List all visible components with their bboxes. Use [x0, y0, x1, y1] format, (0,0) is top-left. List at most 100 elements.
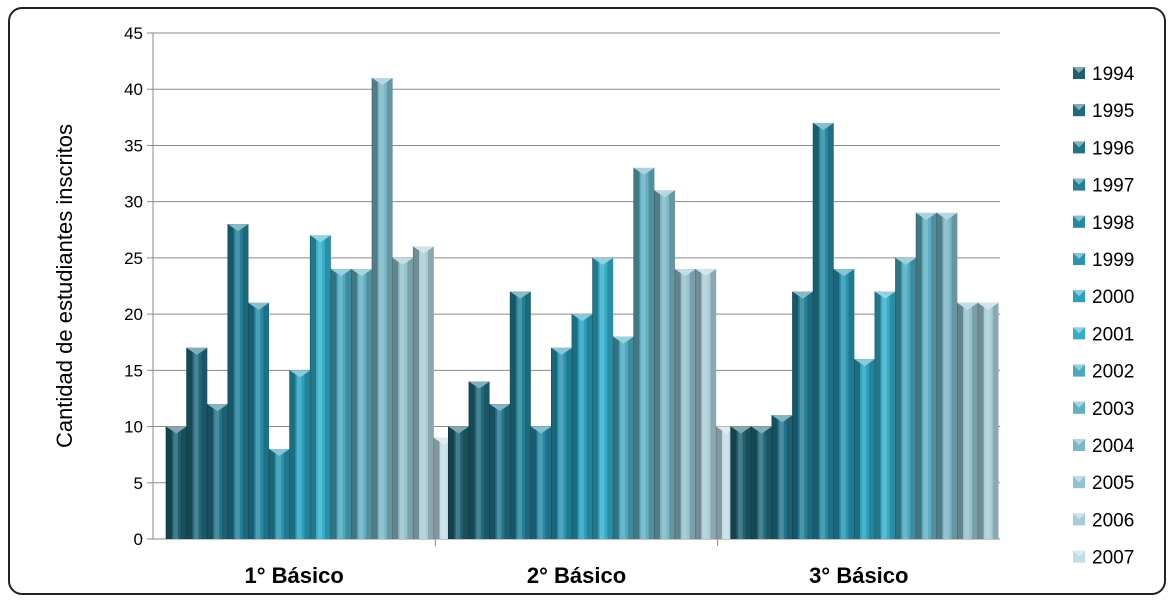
bar-shade-right: [827, 122, 834, 539]
bar-highlight: [441, 437, 446, 539]
bar-shade-right: [607, 257, 614, 539]
y-tick-label: 0: [134, 530, 143, 549]
legend-label: 1997: [1092, 176, 1134, 197]
bar-top-bevel: [674, 269, 696, 277]
bar-highlight: [400, 257, 405, 539]
y-tick-label: 30: [124, 193, 143, 212]
bar-top-bevel: [633, 167, 655, 175]
bar-shade-left: [792, 291, 799, 539]
bar-shade-right: [345, 269, 352, 539]
bar-highlight: [496, 404, 502, 539]
bar-shade-left: [227, 224, 234, 539]
bar-top-bevel: [207, 404, 228, 412]
bar-shade-right: [710, 269, 717, 539]
bar-top-bevel: [751, 426, 772, 434]
bar-top-bevel: [186, 347, 208, 355]
bar-highlight: [620, 336, 626, 539]
bar-shade-left: [613, 336, 619, 539]
bar-top-bevel: [227, 224, 249, 232]
bar-shade-right: [407, 257, 414, 539]
bar-highlight: [297, 370, 302, 539]
bar-top-bevel: [489, 404, 511, 412]
legend-label: 1995: [1092, 101, 1134, 122]
y-tick-label: 10: [124, 418, 143, 437]
bar-shade-right: [869, 359, 875, 539]
y-tick-label: 20: [124, 305, 143, 324]
bar-shade-right: [263, 302, 269, 539]
bar-top-bevel: [854, 359, 875, 367]
bar-highlight: [579, 314, 584, 539]
bar-shade-right: [504, 404, 511, 539]
bar-highlight: [682, 269, 687, 539]
bar-shade-right: [669, 190, 675, 539]
y-tick-label: 25: [124, 249, 143, 268]
bar-shade-left: [751, 426, 758, 539]
bar-shade-left: [310, 235, 316, 539]
bar-shade-left: [654, 190, 661, 539]
legend-label: 2001: [1092, 324, 1134, 345]
bar-top-bevel: [571, 314, 593, 322]
bar-highlight: [882, 291, 887, 539]
legend-swatch-bevel: [1073, 253, 1085, 259]
bar-highlight: [276, 449, 281, 539]
legend-swatch-bevel: [1073, 364, 1085, 371]
legend-swatch-bevel: [1073, 67, 1085, 73]
bar-shade-right: [745, 426, 752, 539]
bar-shade-left: [351, 269, 358, 539]
bar-shade-right: [386, 77, 393, 539]
bar-highlight: [923, 212, 929, 539]
bar-top-bevel: [592, 257, 614, 265]
bar-shade-left: [916, 212, 922, 539]
category-label: 2° Básico: [527, 563, 626, 588]
bar-highlight: [661, 190, 667, 539]
bar-top-bevel: [510, 291, 531, 299]
bar-shade-right: [786, 415, 793, 539]
bar-highlight: [599, 257, 605, 539]
bar-shade-left: [489, 404, 496, 539]
bar-shade-left: [530, 426, 537, 539]
bar-highlight: [723, 426, 729, 539]
bar-shade-left: [936, 212, 943, 539]
bar-shade-right: [648, 167, 655, 539]
category-label: 3° Básico: [809, 563, 908, 588]
bar-highlight: [420, 246, 426, 539]
bar-top-bevel: [448, 426, 469, 434]
bar-highlight: [820, 122, 826, 539]
bar-top-bevel: [351, 269, 372, 277]
bar-shade-left: [633, 167, 640, 539]
bar-shade-left: [813, 122, 819, 539]
legend-swatch-bevel: [1073, 178, 1085, 185]
bar-highlight: [358, 269, 364, 539]
bar-shade-left: [957, 302, 964, 539]
bar-shade-right: [848, 269, 855, 539]
bar-shade-left: [468, 381, 475, 539]
legend-label: 2004: [1092, 436, 1135, 457]
bar-top-bevel: [792, 291, 814, 299]
bar-shade-right: [627, 336, 634, 539]
bar-top-bevel: [813, 122, 834, 130]
bar-top-bevel: [310, 235, 331, 243]
bar-highlight: [455, 426, 461, 539]
bar-shade-right: [463, 426, 469, 539]
bar-shade-left: [413, 246, 419, 539]
bar-highlight: [476, 381, 481, 539]
bar-top-bevel: [730, 426, 752, 434]
bar-shade-left: [330, 269, 337, 539]
bar-shade-left: [269, 449, 275, 539]
bar-highlight: [558, 347, 564, 539]
legend-label: 2006: [1092, 510, 1134, 531]
y-tick-label: 45: [124, 24, 143, 43]
bar-top-bevel: [372, 77, 393, 85]
bar-shade-left: [392, 257, 399, 539]
bar-shade-left: [716, 426, 722, 539]
legend-label: 2005: [1092, 473, 1134, 494]
bar-top-bevel: [895, 257, 917, 265]
legend-swatch-bevel: [1073, 513, 1085, 520]
bar-highlight: [641, 167, 646, 539]
bar-top-bevel: [977, 302, 999, 310]
bar-highlight: [985, 302, 990, 539]
legend-swatch-bevel: [1073, 141, 1085, 148]
y-tick-label: 15: [124, 361, 143, 380]
bar-shade-left: [695, 269, 702, 539]
bar-shade-right: [766, 426, 772, 539]
